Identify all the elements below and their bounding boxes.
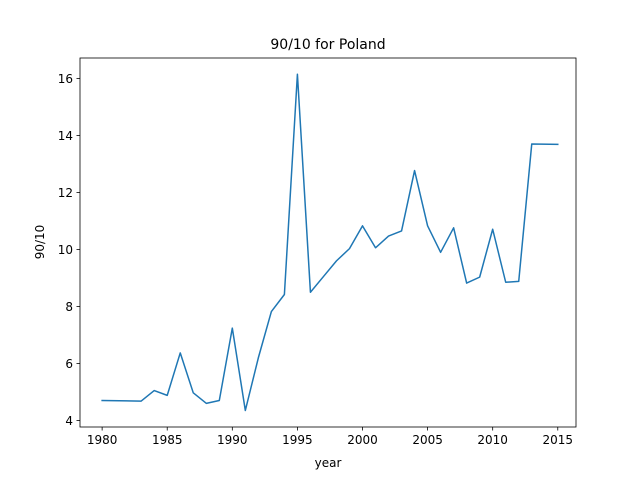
x-tick-label-2015: 2015	[543, 433, 574, 447]
x-tick-label-2000: 2000	[347, 433, 378, 447]
y-tick-label-12: 12	[58, 186, 73, 200]
y-tick-label-16: 16	[58, 72, 73, 86]
x-axis-label: year	[315, 456, 342, 470]
axes-frame	[79, 57, 577, 428]
series-line-0	[101, 73, 559, 412]
x-tick-label-2005: 2005	[412, 433, 443, 447]
y-tick-label-4: 4	[65, 414, 73, 428]
y-tick-label-14: 14	[58, 129, 73, 143]
x-tick-label-1985: 1985	[152, 433, 183, 447]
x-tick-label-1990: 1990	[217, 433, 248, 447]
x-tick-label-2010: 2010	[477, 433, 508, 447]
plot-area: 1980 1985 1990 1995 2000 2005 2010 2015 4 6 8 10 12 1…	[58, 57, 577, 447]
y-axis-label: 90/10	[33, 225, 47, 260]
chart-title: 90/10 for Poland	[270, 37, 385, 53]
x-tick-label-1995: 1995	[282, 433, 313, 447]
y-tick-label-6: 6	[65, 357, 73, 371]
y-tick-label-10: 10	[58, 243, 73, 257]
y-tick-label-8: 8	[65, 300, 73, 314]
x-tick-label-1980: 1980	[87, 433, 118, 447]
